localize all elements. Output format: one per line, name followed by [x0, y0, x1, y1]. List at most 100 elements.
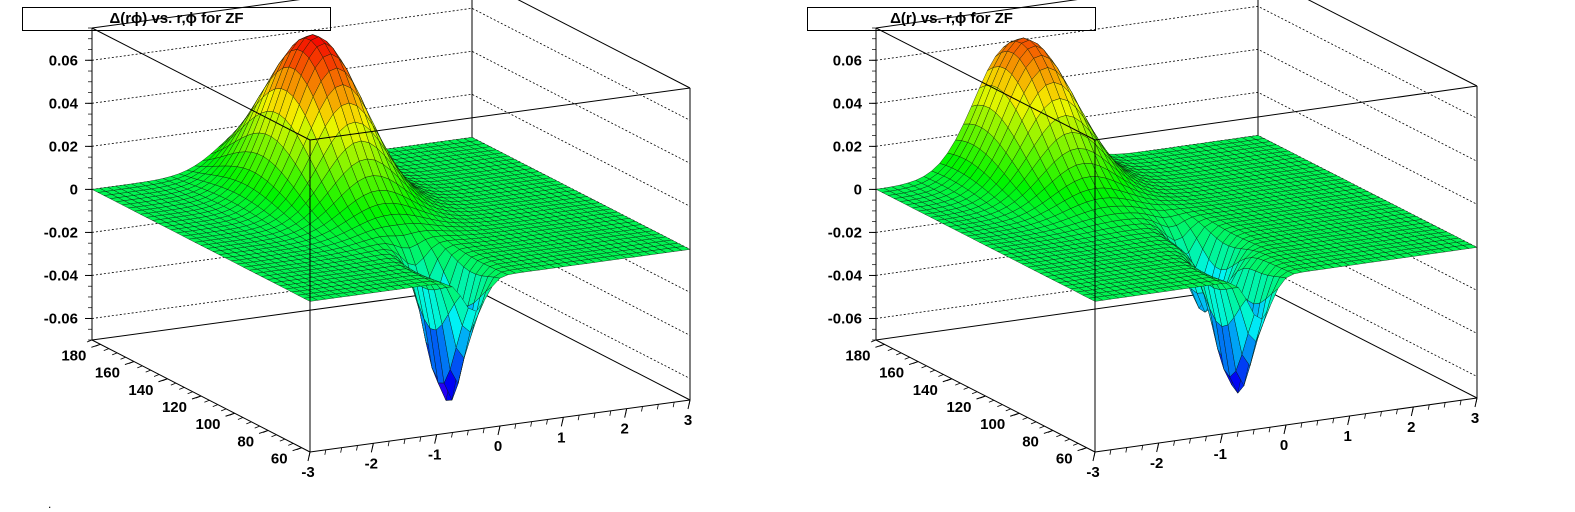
x-minor-tick	[1268, 427, 1271, 433]
x-minor-tick	[1284, 424, 1287, 431]
x-minor-tick	[1380, 411, 1382, 417]
x-tick-label: 0	[494, 438, 502, 455]
x-tick-label: -2	[365, 455, 378, 472]
z-tick-label: -0.02	[44, 224, 78, 241]
y-minor-tick	[938, 374, 944, 377]
x-tick-label: 1	[557, 429, 565, 446]
y-minor-tick	[896, 352, 902, 356]
z-tick-label: 0	[854, 181, 862, 198]
x-minor-tick	[1364, 413, 1366, 419]
x-minor-tick	[435, 434, 438, 440]
x-minor-tick	[1093, 451, 1096, 458]
surface-cell	[1462, 244, 1478, 249]
y-minor-tick	[103, 348, 109, 351]
y-tick-label: 100	[196, 416, 221, 433]
x-minor-tick	[1157, 442, 1160, 449]
chart-panel-left: Δ(rϕ) vs. r,ϕ for ZF -3 -2 -1 0 1 2 3 60 80 100 12…	[0, 0, 787, 512]
y-minor-tick	[195, 395, 202, 399]
y-minor-tick	[112, 352, 118, 356]
axis-box-edge	[875, 0, 1078, 29]
y-tick-label: 100	[980, 416, 1005, 433]
x-minor-tick	[514, 423, 517, 429]
x-tick-label: -3	[1086, 464, 1099, 481]
y-minor-tick	[262, 430, 269, 433]
y-minor-tick	[1014, 412, 1020, 416]
axis-box-edge	[471, 287, 691, 401]
x-minor-tick	[546, 419, 548, 425]
y-minor-tick	[296, 447, 302, 451]
x-tick-label: -1	[428, 447, 441, 464]
z-tick-label: 0.04	[49, 95, 79, 112]
x-minor-tick	[1332, 418, 1335, 424]
axis-box-edge	[91, 0, 301, 29]
surface-cell	[675, 246, 691, 251]
x-minor-tick	[482, 428, 485, 434]
x-minor-tick	[1125, 447, 1128, 453]
x-minor-tick	[1205, 436, 1207, 442]
y-tick-label: 60	[271, 451, 288, 468]
y-minor-tick	[170, 382, 176, 386]
chart-title: Δ(rϕ) vs. r,ϕ for ZF	[22, 7, 331, 31]
axis-box-edge	[1094, 85, 1478, 141]
axis-box-edge	[1257, 285, 1478, 399]
x-minor-tick	[1396, 409, 1398, 415]
y-minor-tick	[980, 395, 986, 399]
x-minor-tick	[356, 445, 358, 451]
x-minor-tick	[593, 412, 596, 419]
y-minor-tick	[963, 387, 969, 390]
z-tick-label: 0.02	[49, 138, 78, 155]
x-minor-tick	[561, 417, 564, 423]
x-tick-label: 3	[1471, 410, 1479, 427]
z-tick-label: -0.06	[828, 310, 862, 327]
y-minor-tick	[120, 356, 126, 360]
x-minor-tick	[1443, 402, 1446, 408]
z-tick-label: 0.06	[833, 52, 862, 69]
x-minor-tick	[688, 399, 691, 406]
x-minor-tick	[1252, 429, 1255, 435]
x-minor-tick	[1236, 431, 1239, 437]
y-minor-tick	[279, 438, 285, 442]
y-tick-label: 60	[1056, 451, 1073, 468]
axis-box-edge	[309, 87, 691, 141]
x-minor-tick	[672, 402, 675, 408]
x-minor-tick	[419, 436, 422, 442]
x-minor-tick	[1300, 422, 1303, 428]
x-tick-label: -3	[301, 464, 314, 481]
axis-box-edge	[1307, 0, 1478, 87]
surface-plot: -3 -2 -1 0 1 2 3 60 80 100 120 140 160 180 -0.06 -0.04 -…	[44, 0, 692, 481]
x-minor-tick	[577, 415, 580, 421]
y-minor-tick	[179, 387, 185, 390]
y-minor-tick	[212, 404, 218, 407]
x-minor-tick	[1427, 404, 1430, 410]
y-tick-label: 160	[879, 365, 904, 382]
y-minor-tick	[946, 378, 952, 382]
y-minor-tick	[128, 361, 135, 364]
x-minor-tick	[387, 441, 390, 447]
x-minor-tick	[466, 430, 469, 436]
x-minor-tick	[1348, 415, 1351, 422]
y-minor-tick	[921, 365, 927, 369]
y-minor-tick	[204, 399, 210, 403]
x-tick-label: 3	[684, 412, 692, 429]
x-minor-tick	[340, 447, 343, 453]
y-minor-tick	[95, 343, 101, 347]
axis-box-edge	[517, 0, 691, 89]
x-minor-tick	[308, 451, 311, 458]
y-tick-label: 160	[95, 365, 120, 382]
x-tick-label: 0	[1280, 437, 1288, 454]
y-minor-tick	[137, 365, 143, 369]
axis-box-edge	[91, 27, 311, 141]
y-tick-label: 120	[946, 399, 971, 416]
y-minor-tick	[1039, 425, 1045, 429]
y-tick-label: 80	[1022, 433, 1039, 450]
z-tick-label: 0	[70, 181, 78, 198]
x-minor-tick	[609, 410, 612, 416]
y-minor-tick	[1073, 443, 1079, 446]
y-tick-label: 140	[913, 382, 938, 399]
chart-panel-right: Δ(r) vs. r,ϕ for ZF -3 -2 -1 0 1 2 3 60 80 100 120…	[787, 0, 1574, 512]
y-minor-tick	[1005, 408, 1011, 412]
y-tick-label: 180	[845, 347, 870, 364]
x-tick-label: 1	[1343, 428, 1351, 445]
y-minor-tick	[254, 425, 260, 429]
axis-box-edge	[875, 27, 1096, 141]
